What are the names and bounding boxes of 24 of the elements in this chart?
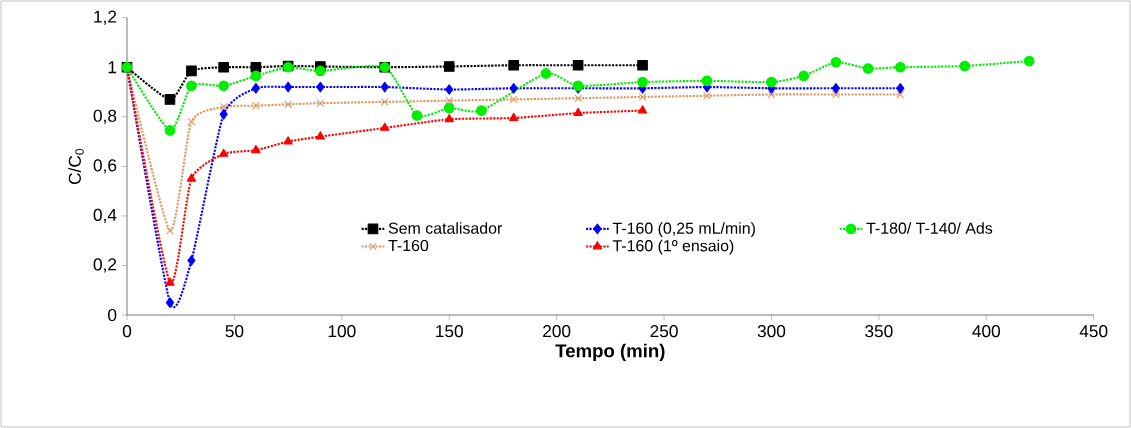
y-tick-label: 0,4 [93, 208, 117, 224]
legend-label: T-160 [388, 239, 429, 252]
y-tick-label: 0 [108, 308, 117, 322]
y-tick-label: 0,2 [93, 258, 117, 273]
x-tick-label: 400 [972, 325, 1000, 338]
x-tick-label: 50 [225, 325, 244, 338]
x-tick-label: 350 [865, 325, 893, 338]
x-tick-label: 450 [1079, 325, 1108, 338]
y-tick-label: 0,6 [93, 159, 117, 174]
legend-label: Sem catalisador [388, 222, 503, 234]
y-axis-title: C/C$_{0}$ [68, 148, 84, 185]
x-tick-label: 100 [328, 325, 356, 338]
x-tick-label: 250 [650, 325, 678, 338]
legend-label: T-180/ T-140/ Ads [866, 222, 993, 234]
y-tick-label: 1,2 [94, 10, 117, 25]
y-tick-label: 1 [108, 61, 117, 74]
x-tick-label: 0 [122, 325, 132, 338]
y-tick-label: 0,8 [93, 109, 117, 124]
legend-label: T-160 (1º ensaio) [612, 239, 734, 255]
x-tick-label: 200 [543, 325, 571, 338]
x-tick-label: 300 [757, 325, 786, 338]
legend-label: T-160 (0,25 mL/min) [612, 222, 755, 237]
x-axis-title: Tempo (min) [555, 343, 665, 362]
x-tick-label: 150 [436, 325, 463, 338]
